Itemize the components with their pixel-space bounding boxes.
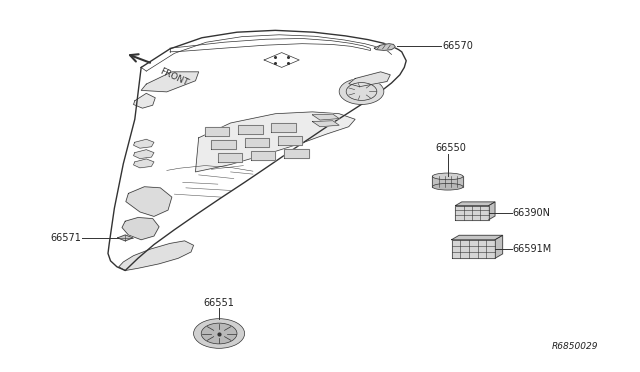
Polygon shape [251,151,275,160]
Polygon shape [205,127,229,136]
Polygon shape [349,72,390,87]
Text: 66571: 66571 [51,233,81,243]
Polygon shape [195,112,355,172]
Polygon shape [141,72,198,92]
Text: FRONT: FRONT [158,67,189,88]
Polygon shape [134,93,156,108]
Polygon shape [244,138,269,147]
Polygon shape [238,125,262,134]
Polygon shape [134,150,154,158]
Polygon shape [126,187,172,217]
Polygon shape [211,140,236,149]
Circle shape [201,323,237,344]
Polygon shape [119,241,193,270]
Ellipse shape [433,183,463,190]
Polygon shape [122,218,159,240]
Polygon shape [218,153,242,162]
Polygon shape [118,235,133,241]
Polygon shape [456,206,488,220]
Polygon shape [495,235,502,258]
Polygon shape [456,202,495,206]
Polygon shape [452,235,502,240]
Text: 66550: 66550 [435,143,466,153]
Ellipse shape [433,173,463,180]
Polygon shape [452,240,495,258]
Polygon shape [278,136,302,145]
Polygon shape [488,202,495,220]
Polygon shape [312,121,339,127]
Polygon shape [134,139,154,148]
Text: 66551: 66551 [204,298,234,308]
Polygon shape [134,159,154,168]
Polygon shape [374,44,396,50]
Circle shape [193,319,244,348]
Polygon shape [312,114,339,120]
Polygon shape [271,123,296,132]
Circle shape [339,78,384,105]
Polygon shape [284,149,308,158]
Text: 66390N: 66390N [513,208,551,218]
Polygon shape [433,176,463,187]
Text: 66570: 66570 [443,41,474,51]
Text: R6850029: R6850029 [552,342,598,351]
Text: 66591M: 66591M [513,244,552,254]
